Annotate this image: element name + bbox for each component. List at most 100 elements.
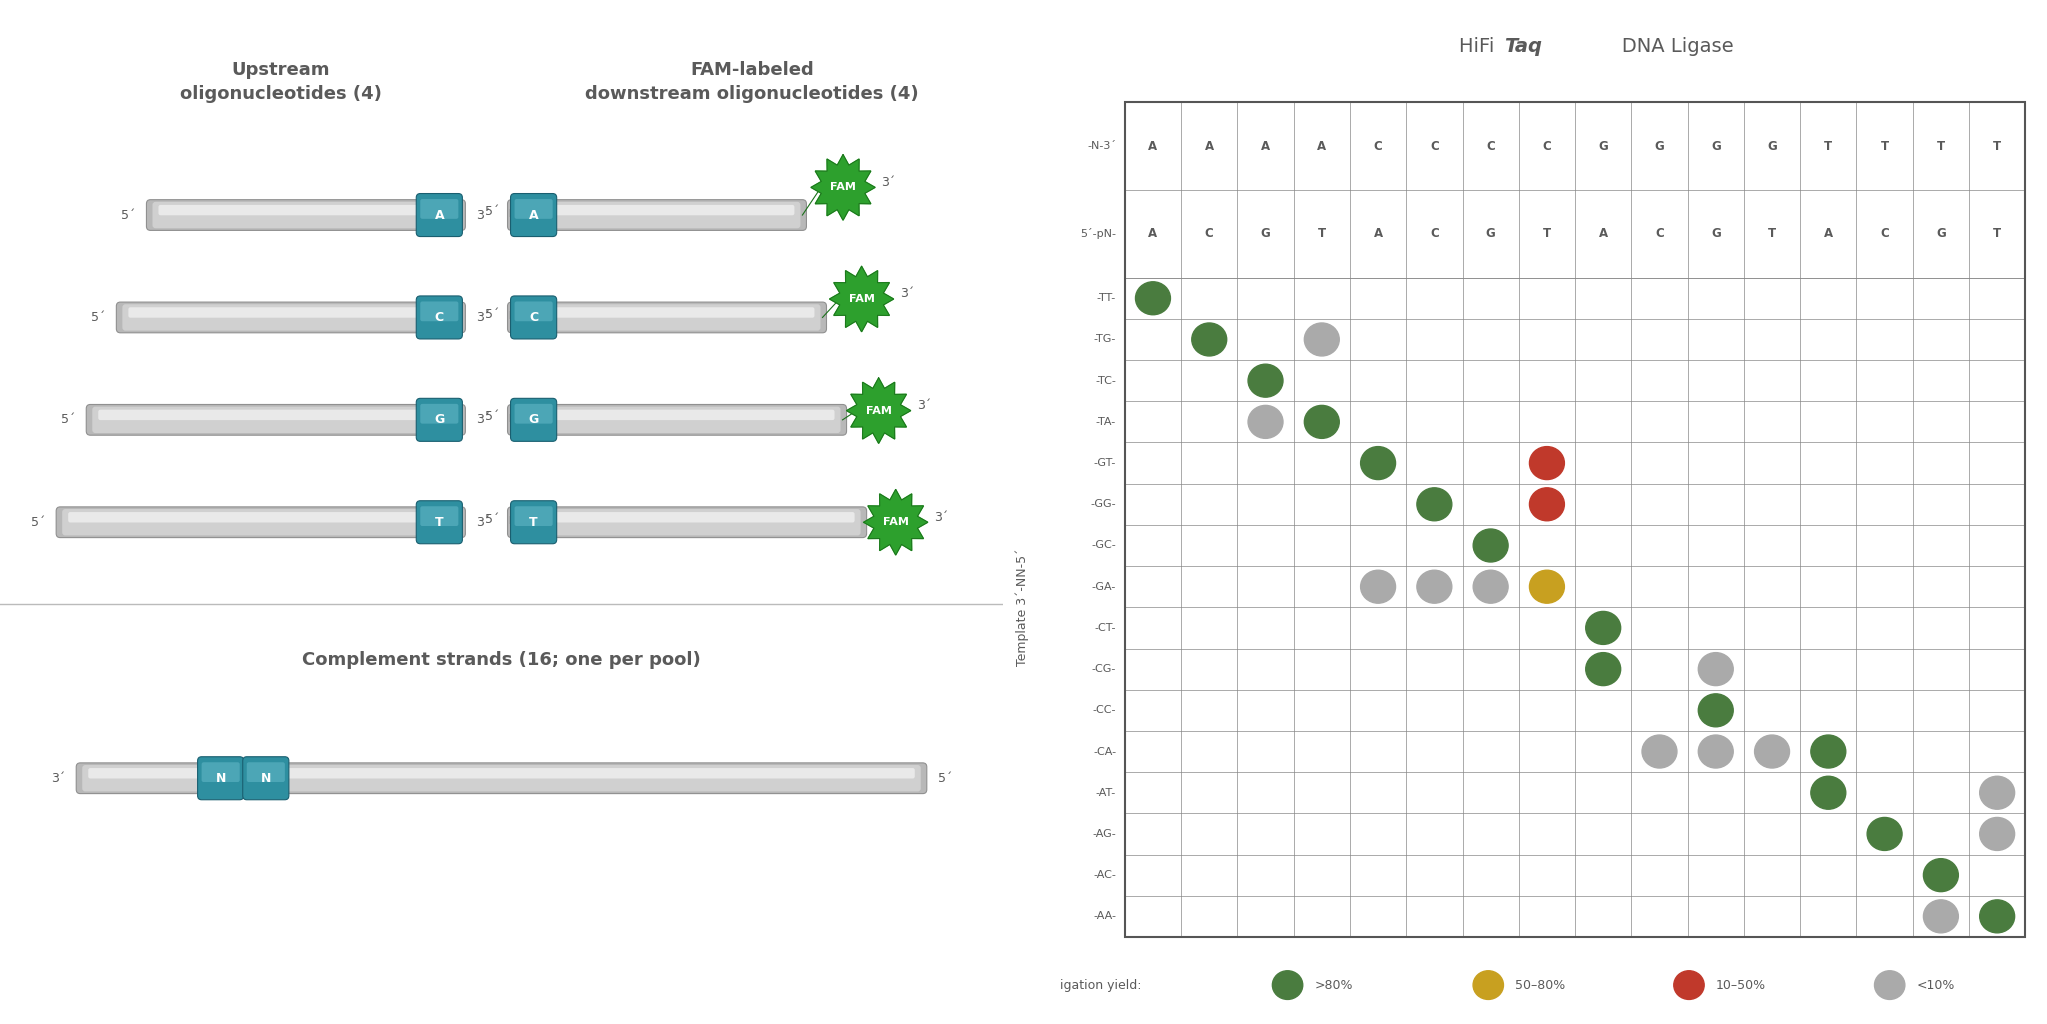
Text: -AG-: -AG-: [1093, 829, 1116, 839]
Text: A: A: [1316, 139, 1326, 153]
Text: 3´: 3´: [477, 311, 491, 324]
FancyBboxPatch shape: [510, 194, 557, 237]
FancyBboxPatch shape: [92, 407, 459, 433]
Text: G: G: [1599, 139, 1609, 153]
Text: FAM: FAM: [831, 182, 856, 193]
Text: -CT-: -CT-: [1095, 623, 1116, 633]
Circle shape: [1642, 735, 1676, 768]
Text: Complement strands (16; one per pool): Complement strands (16; one per pool): [303, 651, 700, 670]
Circle shape: [1304, 323, 1339, 356]
FancyBboxPatch shape: [520, 512, 854, 522]
Text: G: G: [1711, 227, 1722, 241]
Text: <10%: <10%: [1916, 979, 1955, 991]
Text: G: G: [1767, 139, 1777, 153]
Text: G: G: [528, 414, 538, 426]
FancyBboxPatch shape: [520, 410, 835, 420]
Text: G: G: [1936, 227, 1947, 241]
Text: T: T: [1994, 227, 2002, 241]
FancyBboxPatch shape: [514, 202, 800, 228]
Text: 3´: 3´: [51, 772, 66, 784]
Text: -AC-: -AC-: [1093, 870, 1116, 881]
Circle shape: [1979, 900, 2014, 933]
FancyBboxPatch shape: [520, 307, 815, 317]
Text: C: C: [1431, 227, 1439, 241]
Circle shape: [1417, 570, 1451, 603]
Text: 5´: 5´: [31, 516, 45, 528]
Text: C: C: [1206, 227, 1214, 241]
Circle shape: [1586, 611, 1621, 644]
Circle shape: [1812, 735, 1846, 768]
Text: G: G: [1261, 227, 1271, 241]
Text: A: A: [1148, 227, 1157, 241]
FancyBboxPatch shape: [129, 307, 452, 317]
Text: T: T: [1318, 227, 1326, 241]
Text: DNA Ligase: DNA Ligase: [1619, 37, 1734, 55]
FancyBboxPatch shape: [151, 202, 459, 228]
Polygon shape: [864, 489, 927, 555]
Text: -GT-: -GT-: [1093, 458, 1116, 468]
Text: N: N: [260, 772, 270, 784]
FancyBboxPatch shape: [416, 296, 463, 339]
Circle shape: [1417, 487, 1451, 521]
FancyBboxPatch shape: [117, 302, 465, 333]
Text: 5´: 5´: [121, 209, 135, 221]
Text: 3´: 3´: [917, 399, 931, 412]
Text: C: C: [1486, 139, 1494, 153]
FancyBboxPatch shape: [123, 304, 459, 331]
Text: p-: p-: [508, 207, 522, 217]
Text: 3´: 3´: [933, 511, 948, 523]
Text: Taq: Taq: [1505, 37, 1543, 55]
Text: -CG-: -CG-: [1091, 665, 1116, 674]
Text: >80%: >80%: [1314, 979, 1353, 991]
Circle shape: [1474, 529, 1509, 562]
Text: A: A: [1148, 139, 1157, 153]
Circle shape: [1191, 323, 1226, 356]
FancyBboxPatch shape: [55, 507, 465, 538]
Text: A: A: [434, 209, 444, 221]
Text: G: G: [1711, 139, 1722, 153]
Circle shape: [1136, 282, 1171, 314]
Text: -CA-: -CA-: [1093, 746, 1116, 757]
Text: A: A: [1374, 227, 1382, 241]
FancyBboxPatch shape: [68, 512, 452, 522]
FancyBboxPatch shape: [244, 757, 289, 800]
FancyBboxPatch shape: [510, 501, 557, 544]
Circle shape: [1249, 406, 1283, 438]
Text: 3´: 3´: [880, 176, 895, 188]
Text: p-: p-: [508, 309, 522, 319]
Text: 5´: 5´: [938, 772, 952, 784]
Text: 10–50%: 10–50%: [1715, 979, 1767, 991]
FancyBboxPatch shape: [514, 199, 553, 219]
FancyBboxPatch shape: [61, 509, 459, 536]
Text: C: C: [1881, 227, 1889, 241]
Text: FAM-labeled
downstream oligonucleotides (4): FAM-labeled downstream oligonucleotides …: [585, 61, 919, 102]
Polygon shape: [811, 155, 876, 220]
FancyBboxPatch shape: [199, 757, 244, 800]
FancyBboxPatch shape: [88, 768, 915, 778]
Circle shape: [1474, 570, 1509, 603]
FancyBboxPatch shape: [248, 762, 285, 782]
Text: -AA-: -AA-: [1093, 911, 1116, 922]
Circle shape: [1529, 570, 1564, 603]
Circle shape: [1586, 652, 1621, 686]
Circle shape: [1529, 446, 1564, 479]
FancyBboxPatch shape: [416, 501, 463, 544]
FancyBboxPatch shape: [514, 301, 553, 322]
Text: 3´: 3´: [477, 414, 491, 426]
Circle shape: [1474, 971, 1502, 999]
Circle shape: [1812, 776, 1846, 809]
Circle shape: [1867, 817, 1902, 850]
Text: FAM: FAM: [850, 294, 874, 304]
Text: -AT-: -AT-: [1095, 787, 1116, 798]
FancyBboxPatch shape: [420, 403, 459, 424]
Circle shape: [1699, 735, 1734, 768]
Text: igation yield:: igation yield:: [1060, 979, 1142, 991]
FancyBboxPatch shape: [514, 506, 553, 526]
Text: Template 3´-NN-5´: Template 3´-NN-5´: [1015, 549, 1028, 666]
Text: 5´: 5´: [485, 513, 499, 525]
Text: C: C: [1543, 139, 1552, 153]
Circle shape: [1529, 487, 1564, 521]
Text: T: T: [436, 516, 444, 528]
FancyBboxPatch shape: [514, 403, 553, 424]
Text: p-: p-: [508, 514, 522, 524]
